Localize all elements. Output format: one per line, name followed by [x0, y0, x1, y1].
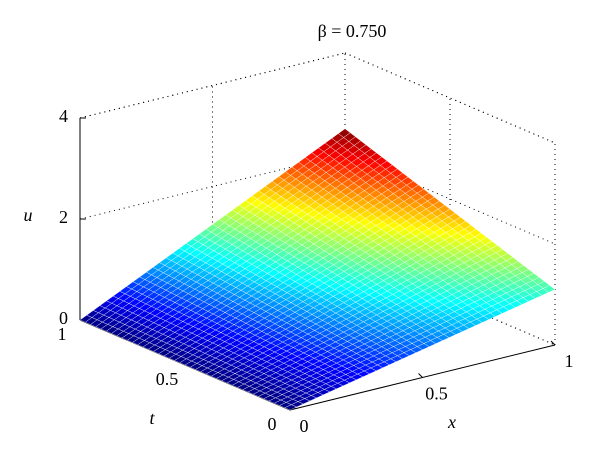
- chart-title: β = 0.750: [318, 21, 387, 41]
- surface-cell: [247, 364, 344, 411]
- surface-cell: [353, 310, 450, 362]
- surface-cell: [269, 258, 366, 315]
- x-tick-label: 0: [300, 416, 309, 436]
- grid-line: [79, 153, 346, 220]
- z-axis-label: u: [24, 205, 33, 225]
- surface-cell: [300, 337, 397, 387]
- surface-cell: [459, 257, 556, 314]
- surface-cell: [291, 128, 388, 197]
- surface-cell: [216, 290, 313, 345]
- x-tick-label: 0.5: [425, 384, 448, 404]
- surface-cell: [258, 314, 355, 366]
- surface-cell: [417, 224, 514, 285]
- surface-cell: [185, 205, 282, 268]
- surface-cell: [280, 196, 377, 259]
- surface-cell: [238, 166, 335, 232]
- surface-cell: [406, 284, 503, 338]
- surface-cell: [311, 284, 408, 339]
- surface-cell: [375, 192, 472, 256]
- surface-cell: [132, 243, 229, 303]
- surface-cell: [322, 225, 419, 285]
- y-axis-label: t: [149, 408, 155, 428]
- z-tick-label: 0: [59, 308, 68, 328]
- y-tick-label: 0: [268, 414, 277, 434]
- surface-cell: [79, 281, 176, 339]
- surface-cell: [227, 231, 324, 292]
- surface-cell: [163, 323, 260, 375]
- z-tick-label: 4: [59, 106, 68, 126]
- surface-cell: [205, 344, 302, 393]
- grid-line: [344, 52, 556, 144]
- y-tick-label: 0.5: [156, 369, 179, 389]
- x-tick-label: 1: [565, 351, 574, 371]
- z-tick-label: 2: [59, 207, 68, 227]
- surface-patch: [284, 404, 298, 411]
- grid-line: [79, 52, 346, 119]
- grid-line: [344, 254, 556, 346]
- x-tick: [418, 373, 423, 378]
- surface-cell: [121, 302, 218, 357]
- grid-line: [344, 153, 556, 245]
- x-axis-label: x: [447, 412, 456, 432]
- y-tick-label: 1: [58, 324, 67, 344]
- x-tick: [550, 340, 556, 346]
- surface-cell: [333, 160, 430, 226]
